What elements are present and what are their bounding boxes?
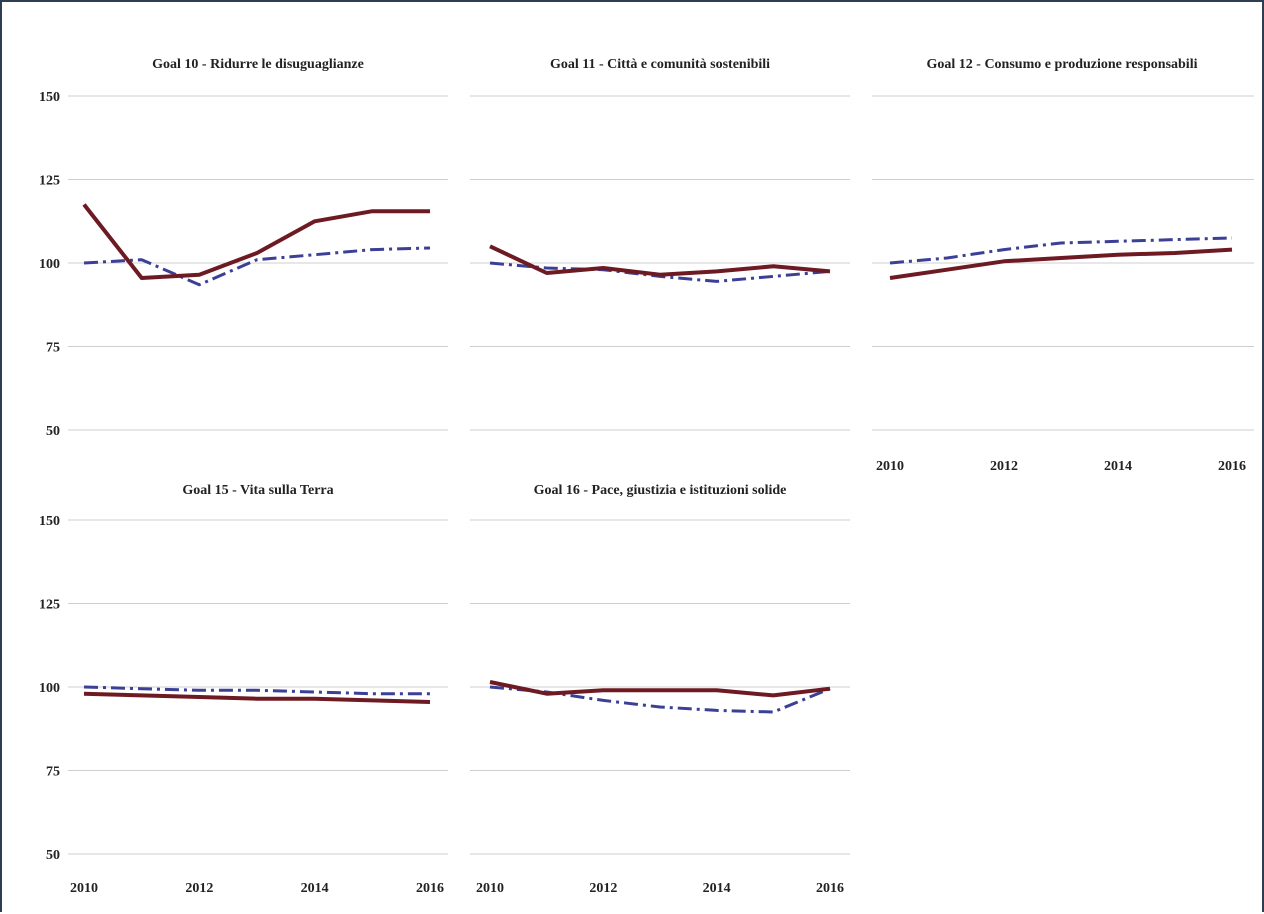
series-line-solid — [890, 250, 1232, 278]
series-line-solid — [84, 205, 430, 279]
y-tick-label: 75 — [46, 341, 60, 356]
panel-1: Goal 10 - Ridurre le disuguaglianze 150 12… — [39, 57, 448, 439]
x-tick-label: 2010 — [476, 881, 504, 896]
panel-3: Goal 12 - Consumo e produzione responsab… — [872, 57, 1254, 474]
y-tick-label: 125 — [39, 598, 60, 613]
x-tick-label: 2014 — [703, 881, 731, 896]
panel-5: Goal 16 - Pace, giustizia e istituzioni … — [470, 483, 850, 896]
series-line-solid — [84, 694, 430, 702]
x-tick-label: 2016 — [416, 881, 444, 896]
y-tick-label: 50 — [46, 424, 60, 439]
x-tick-label: 2012 — [589, 881, 617, 896]
panel-2: Goal 11 - Città e comunità sostenibili — [470, 57, 850, 430]
x-tick-label: 2016 — [1218, 459, 1246, 474]
x-tick-label: 2012 — [990, 459, 1018, 474]
y-tick-label: 50 — [46, 848, 60, 863]
panel-title: Goal 16 - Pace, giustizia e istituzioni … — [534, 483, 787, 498]
x-tick-label: 2014 — [301, 881, 329, 896]
y-tick-label: 150 — [39, 90, 60, 105]
y-tick-label: 75 — [46, 765, 60, 780]
x-tick-label: 2016 — [816, 881, 844, 896]
panel-title: Goal 12 - Consumo e produzione responsab… — [927, 57, 1198, 72]
series-line-solid — [490, 246, 830, 274]
panel-title: Goal 15 - Vita sulla Terra — [182, 483, 333, 498]
y-tick-label: 125 — [39, 174, 60, 189]
y-tick-label: 150 — [39, 514, 60, 529]
x-tick-label: 2012 — [185, 881, 213, 896]
x-tick-label: 2010 — [876, 459, 904, 474]
y-tick-label: 100 — [39, 257, 60, 272]
panel-4: Goal 15 - Vita sulla Terra 150 125 100 75 50 2… — [39, 483, 448, 896]
panel-title: Goal 10 - Ridurre le disuguaglianze — [152, 57, 364, 72]
x-tick-label: 2014 — [1104, 459, 1132, 474]
panel-title: Goal 11 - Città e comunità sostenibili — [550, 57, 770, 72]
series-line-solid — [490, 682, 830, 695]
y-tick-label: 100 — [39, 681, 60, 696]
x-tick-label: 2010 — [70, 881, 98, 896]
